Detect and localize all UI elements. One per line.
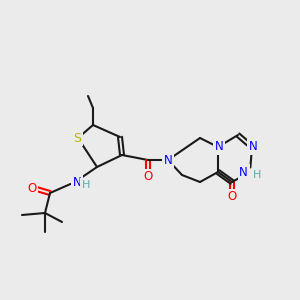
Text: N: N (239, 166, 248, 178)
Text: N: N (73, 176, 81, 188)
Text: O: O (27, 182, 37, 194)
Text: O: O (227, 190, 237, 203)
Text: S: S (73, 131, 81, 145)
Text: H: H (253, 170, 261, 180)
Text: H: H (82, 180, 90, 190)
Text: N: N (164, 154, 172, 166)
Text: O: O (143, 170, 153, 184)
Text: N: N (214, 140, 224, 154)
Text: O: O (227, 190, 237, 203)
Text: N: N (249, 140, 257, 154)
